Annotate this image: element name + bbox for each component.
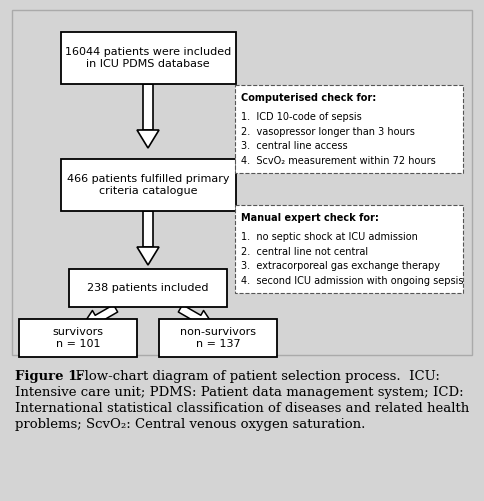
Text: Manual expert check for:: Manual expert check for: (241, 213, 379, 223)
Bar (159, 319, 277, 357)
Bar (143, 84, 153, 130)
Text: Intensive care unit; PDMS: Patient data management system; ICD:: Intensive care unit; PDMS: Patient data … (15, 386, 464, 399)
FancyArrowPatch shape (178, 305, 215, 329)
Text: 2.  vasopressor longer than 3 hours: 2. vasopressor longer than 3 hours (241, 127, 415, 137)
Text: 238 patients included: 238 patients included (87, 283, 209, 293)
Text: Flow-chart diagram of patient selection process.  ICU:: Flow-chart diagram of patient selection … (67, 370, 440, 383)
Bar (60, 32, 236, 84)
FancyArrowPatch shape (80, 305, 118, 329)
Text: survivors
n = 101: survivors n = 101 (52, 327, 104, 349)
Bar (69, 269, 227, 307)
Bar (60, 159, 236, 211)
Text: International statistical classification of diseases and related health: International statistical classification… (15, 402, 469, 415)
Polygon shape (137, 130, 159, 148)
Text: problems; ScvO₂: Central venous oxygen saturation.: problems; ScvO₂: Central venous oxygen s… (15, 418, 365, 431)
Bar (143, 211, 153, 247)
Text: 3.  extracorporeal gas exchange therapy: 3. extracorporeal gas exchange therapy (241, 261, 440, 271)
Text: 4.  ScvO₂ measurement within 72 hours: 4. ScvO₂ measurement within 72 hours (241, 156, 436, 166)
Text: 2.  central line not central: 2. central line not central (241, 246, 368, 257)
Bar (235, 205, 463, 293)
Text: 1.  no septic shock at ICU admission: 1. no septic shock at ICU admission (241, 232, 418, 242)
Bar (235, 85, 463, 173)
Text: 3.  central line access: 3. central line access (241, 141, 348, 151)
Polygon shape (137, 247, 159, 265)
Text: 466 patients fulfilled primary
criteria catalogue: 466 patients fulfilled primary criteria … (67, 174, 229, 196)
Bar (12, 10, 472, 355)
Bar (19, 319, 137, 357)
Text: 16044 patients were included
in ICU PDMS database: 16044 patients were included in ICU PDMS… (65, 47, 231, 69)
Text: Computerised check for:: Computerised check for: (241, 93, 376, 103)
Text: Figure 1:: Figure 1: (15, 370, 82, 383)
Text: 1.  ICD 10-code of sepsis: 1. ICD 10-code of sepsis (241, 112, 362, 122)
Text: 4.  second ICU admission with ongoing sepsis: 4. second ICU admission with ongoing sep… (241, 276, 464, 286)
Text: non-survivors
n = 137: non-survivors n = 137 (180, 327, 256, 349)
